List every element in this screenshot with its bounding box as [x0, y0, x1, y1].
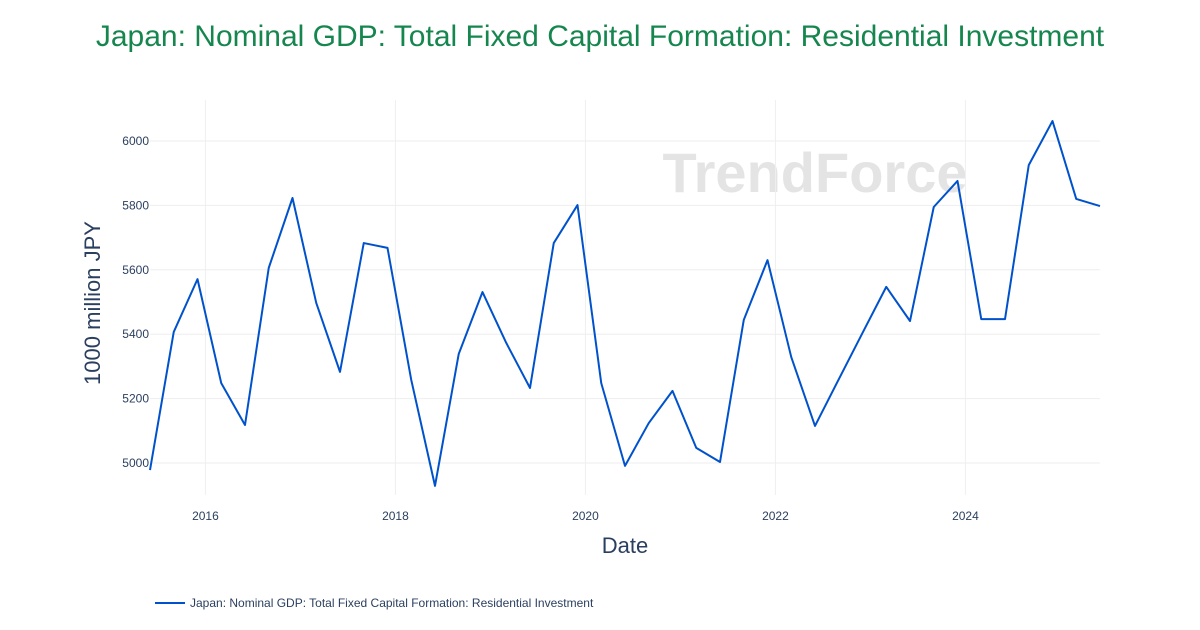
legend-label: Japan: Nominal GDP: Total Fixed Capital … [190, 596, 594, 610]
x-tick-label: 2022 [762, 509, 789, 523]
y-tick-label: 5200 [122, 392, 149, 406]
y-axis-title: 1000 million JPY [80, 221, 105, 385]
legend[interactable]: Japan: Nominal GDP: Total Fixed Capital … [155, 596, 593, 610]
x-tick-label: 2024 [952, 509, 979, 523]
x-tick-label: 2018 [382, 509, 409, 523]
watermark: TrendForce [663, 141, 968, 204]
x-tick-label: 2016 [192, 509, 219, 523]
x-axis-title: Date [602, 533, 648, 558]
legend-swatch [155, 602, 185, 604]
y-tick-label: 6000 [122, 134, 149, 148]
chart-title: Japan: Nominal GDP: Total Fixed Capital … [95, 20, 1105, 53]
y-tick-label: 5400 [122, 327, 149, 341]
series-line [149, 120, 1101, 487]
y-tick-label: 5800 [122, 198, 149, 212]
x-tick-label: 2020 [572, 509, 599, 523]
y-tick-label: 5600 [122, 263, 149, 277]
y-tick-label: 5000 [122, 456, 149, 470]
